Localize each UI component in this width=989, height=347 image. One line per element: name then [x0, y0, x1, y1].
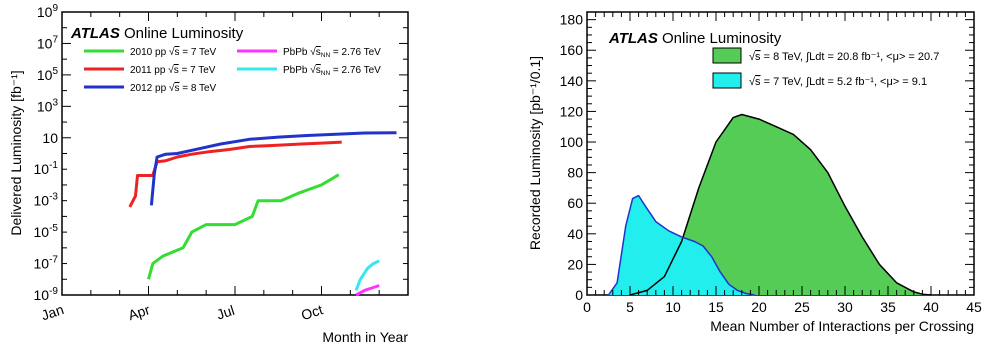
x-tick-label: Jan [39, 301, 65, 323]
series-line-3 [355, 284, 380, 297]
x-tick-label: 5 [626, 299, 634, 315]
y-tick-label: 160 [560, 42, 584, 58]
legend-label-3: PbPb √sNN = 2.76 TeV [283, 46, 381, 59]
x-tick-label: 10 [665, 299, 681, 315]
y-tick-label: 0 [575, 287, 583, 303]
pileup-distribution-chart: 0 20 40 60 80 100 120 140 160 180 0 5 10 15 20 25 30 35 4… [527, 11, 982, 334]
x-tick-label: 15 [708, 299, 724, 315]
legend-label-4: PbPb √sNN = 2.76 TeV [283, 64, 381, 77]
right-y-axis-label: Recorded Luminosity [pb⁻¹/0.1] [527, 56, 543, 250]
x-tick-label: 40 [923, 299, 939, 315]
x-tick-label: 20 [751, 299, 767, 315]
right-axis-ticks [586, 12, 975, 296]
y-tick-label: 40 [567, 226, 583, 242]
y-tick-label: 140 [560, 73, 584, 89]
right-chart-subtitle: Online Luminosity [662, 30, 782, 47]
series-line-1 [128, 140, 342, 208]
series-line-2 [149, 131, 397, 206]
y-tick-label: 10-1 [34, 160, 59, 177]
right-series-areas [607, 113, 932, 296]
x-tick-label: 45 [966, 299, 982, 315]
series-area-1 [608, 195, 755, 295]
left-y-axis-label: Delivered Luminosity [fb⁻¹] [8, 70, 24, 235]
y-tick-label: 10-7 [34, 255, 59, 272]
y-tick-label: 120 [560, 103, 584, 119]
y-tick-label: 103 [37, 97, 59, 114]
legend-swatch-1 [712, 72, 742, 89]
left-axis-ticks [61, 11, 409, 296]
series-outline-1 [607, 194, 755, 296]
y-tick-label: 10 [42, 130, 58, 146]
left-y-tick-labels: 10-9 10-7 10-5 10-3 10-1 10 103 105 107 109 [34, 3, 59, 303]
legend-swatch-0 [712, 47, 742, 64]
right-legend: √s = 8 TeV, ∫Ldt = 20.8 fb⁻¹, <μ> = 20.7… [712, 47, 939, 89]
left-x-tick-labels: Jan Apr Jul Oct [39, 301, 325, 323]
y-tick-label: 109 [37, 3, 59, 20]
y-tick-label: 80 [567, 165, 583, 181]
luminosity-vs-month-chart: 10-9 10-7 10-5 10-3 10-1 10 103 105 107 109 Jan Ap… [8, 3, 409, 345]
y-tick-label: 10-3 [34, 192, 59, 209]
legend-label-1: √s = 7 TeV, ∫Ldt = 5.2 fb⁻¹, <μ> = 9.1 [749, 76, 927, 88]
x-tick-label: Oct [299, 301, 325, 323]
x-tick-label: Jul [214, 302, 236, 323]
y-tick-label: 60 [567, 195, 583, 211]
left-series-lines [128, 131, 397, 297]
x-tick-label: 0 [583, 299, 591, 315]
series-line-4 [354, 259, 380, 291]
series-outline-0 [629, 113, 932, 296]
y-tick-label: 107 [37, 34, 59, 51]
y-tick-label: 10-5 [34, 223, 59, 240]
series-line-0 [147, 173, 340, 280]
y-tick-label: 20 [567, 256, 583, 272]
left-chart-brand: ATLAS [70, 25, 120, 42]
left-chart-subtitle: Online Luminosity [124, 25, 244, 42]
right-x-axis-label: Mean Number of Interactions per Crossing [710, 318, 974, 334]
y-tick-label: 100 [560, 134, 584, 150]
legend-label-0: 2010 pp √s = 7 TeV [130, 46, 217, 58]
x-tick-label: 30 [837, 299, 853, 315]
x-tick-label: 35 [880, 299, 896, 315]
y-tick-label: 10-9 [34, 286, 59, 303]
y-tick-label: 180 [560, 12, 584, 28]
left-legend: 2010 pp √s = 7 TeV 2011 pp √s = 7 TeV 2012… [84, 46, 381, 94]
left-x-axis-label: Month in Year [322, 329, 408, 345]
x-tick-label: 25 [794, 299, 810, 315]
right-x-tick-labels: 0 5 10 15 20 25 30 35 40 45 [583, 299, 982, 315]
legend-label-0: √s = 8 TeV, ∫Ldt = 20.8 fb⁻¹, <μ> = 20.7 [749, 51, 939, 63]
right-chart-brand: ATLAS [608, 30, 658, 47]
legend-label-1: 2011 pp √s = 7 TeV [130, 64, 216, 76]
x-tick-label: Apr [126, 301, 152, 323]
y-tick-label: 105 [37, 66, 59, 83]
right-y-tick-labels: 0 20 40 60 80 100 120 140 160 180 [560, 12, 584, 303]
legend-label-2: 2012 pp √s = 8 TeV [130, 82, 217, 94]
